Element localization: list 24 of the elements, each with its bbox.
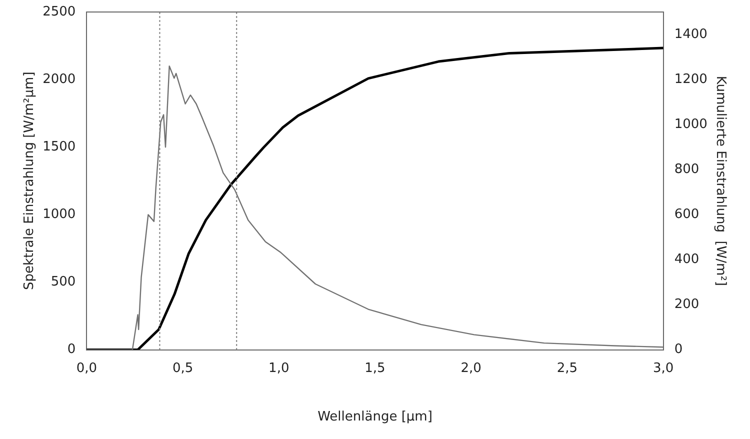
x-tick-label: 3,0 bbox=[652, 360, 674, 376]
y2-tick-label: 1200 bbox=[674, 72, 708, 87]
y2-tick-label: 0 bbox=[674, 342, 683, 358]
y2-axis-title: Kumulierte Einstrahlung [W/m²] bbox=[712, 76, 728, 286]
x-tick-label: 1,5 bbox=[364, 360, 386, 376]
x-tick-label: 1,0 bbox=[268, 360, 290, 376]
y-tick-label: 2500 bbox=[42, 4, 76, 20]
y2-tick-label: 800 bbox=[674, 162, 700, 178]
y-tick-label: 1500 bbox=[42, 139, 76, 154]
y2-tick-label: 400 bbox=[674, 252, 700, 268]
y-tick-label: 2000 bbox=[42, 72, 76, 87]
x-tick-label: 0,5 bbox=[172, 360, 194, 376]
y2-tick-label: 1000 bbox=[674, 116, 708, 132]
y2-tick-label: 1400 bbox=[674, 26, 708, 42]
y-tick-label: 1000 bbox=[42, 207, 76, 222]
y2-tick-label: 600 bbox=[674, 207, 700, 222]
x-tick-label: 2,5 bbox=[556, 360, 578, 376]
y2-tick-label: 200 bbox=[674, 297, 700, 312]
y-tick-label: 500 bbox=[50, 274, 76, 290]
x-tick-label: 0,0 bbox=[76, 360, 98, 376]
x-axis-title: Wellenlänge [µm] bbox=[318, 410, 432, 425]
y-tick-label: 0 bbox=[67, 342, 76, 358]
x-tick-label: 2,0 bbox=[460, 360, 482, 376]
y-axis-title: Spektrale Einstrahlung [W/m²µm] bbox=[22, 72, 38, 290]
